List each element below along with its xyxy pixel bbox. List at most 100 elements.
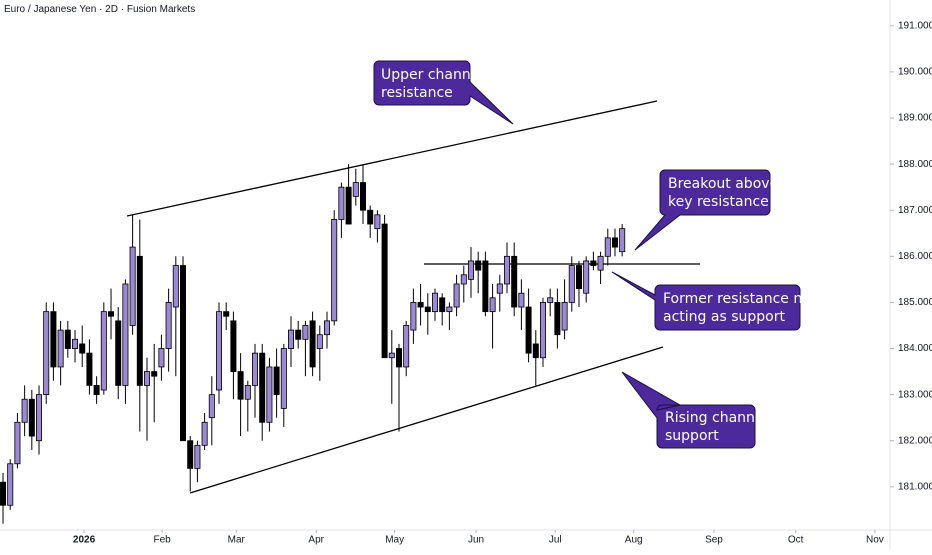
upper-channel-line <box>126 100 658 217</box>
candle-body <box>216 311 223 391</box>
candle-body <box>7 463 14 506</box>
candle-body <box>144 371 151 386</box>
callout-text: Upper channel <box>381 67 483 83</box>
callout-text: support <box>665 428 719 444</box>
candle-body <box>295 329 302 340</box>
candle-body <box>288 329 295 349</box>
x-tick-label: Feb <box>154 535 172 546</box>
candle-body <box>302 325 309 340</box>
candle-body <box>14 421 21 465</box>
candle-body <box>439 297 446 313</box>
y-tick-label: 189.000 <box>898 113 932 124</box>
y-tick-label: 187.000 <box>898 205 932 216</box>
callout-text: key resistance <box>668 194 769 210</box>
candle-body <box>280 348 287 409</box>
x-tick-label: Apr <box>308 535 324 546</box>
candle-body <box>446 306 453 313</box>
candle-body <box>431 292 438 313</box>
candle-body <box>180 265 187 442</box>
candle-body <box>359 182 366 211</box>
candle-body <box>273 366 280 396</box>
candle-body <box>547 297 554 303</box>
candle-body <box>568 265 575 303</box>
candle-body <box>324 320 331 336</box>
candle-body <box>201 421 208 446</box>
callout-box <box>373 60 514 125</box>
y-tick-label: 184.000 <box>898 343 932 354</box>
x-tick-label: May <box>385 535 404 546</box>
candle-body <box>604 237 611 257</box>
candle-body <box>266 366 273 423</box>
candle-body <box>43 311 50 396</box>
candle-body <box>115 320 122 386</box>
candle-body <box>345 186 352 225</box>
y-tick-label: 191.000 <box>898 20 932 31</box>
candle-body <box>338 186 345 220</box>
candle-body <box>467 260 474 280</box>
candle-body <box>100 311 107 391</box>
candle-body <box>395 348 402 368</box>
candle-body <box>122 283 129 386</box>
candle-body <box>129 246 136 326</box>
y-tick-label: 190.000 <box>898 67 932 78</box>
candle-body <box>575 265 582 289</box>
candle-body <box>518 292 525 308</box>
candle-body <box>381 223 388 359</box>
candle-body <box>352 182 359 197</box>
candle-body <box>259 352 266 423</box>
candle-body <box>561 302 568 331</box>
candle-body <box>79 343 86 354</box>
candle-body <box>223 311 230 317</box>
candle-body <box>374 214 381 230</box>
candle-body <box>230 320 237 372</box>
candle-body <box>367 209 374 225</box>
candle-body <box>28 398 35 437</box>
candle-body <box>590 260 597 266</box>
candle-body <box>252 352 259 386</box>
candle-body <box>489 297 496 313</box>
candle-body <box>194 444 201 469</box>
y-tick-label: 186.000 <box>898 251 932 262</box>
y-tick-label: 181.000 <box>898 481 932 492</box>
callout-text: resistance <box>381 85 453 101</box>
candle-body <box>403 325 410 368</box>
callout-text: Former resistance now <box>663 291 822 307</box>
callout-box <box>621 371 756 449</box>
candle-body <box>72 338 79 349</box>
candle-body <box>158 348 165 368</box>
candle-body <box>331 219 338 322</box>
candle-body <box>0 481 7 506</box>
candle-body <box>525 306 532 354</box>
candle-body <box>208 394 215 419</box>
candle-body <box>187 440 194 469</box>
candle-body <box>496 283 503 294</box>
x-tick-label: Nov <box>866 535 884 546</box>
candle-body <box>50 311 57 368</box>
y-tick-label: 188.000 <box>898 159 932 170</box>
y-tick-label: 185.000 <box>898 297 932 308</box>
candles <box>0 164 626 524</box>
callout-box <box>634 169 771 251</box>
candle-body <box>64 329 71 349</box>
candle-body <box>597 255 604 271</box>
candle-body <box>172 265 179 308</box>
candle-body <box>611 237 618 248</box>
candle-body <box>151 371 158 377</box>
x-tick-label: 2026 <box>73 535 96 546</box>
candle-body <box>410 302 417 331</box>
candle-body <box>93 385 100 396</box>
candle-body <box>388 352 395 359</box>
candle-body <box>309 320 316 368</box>
candle-body <box>21 398 28 423</box>
chart-title: Euro / Japanese Yen · 2D · Fusion Market… <box>4 4 195 15</box>
x-tick-label: Sep <box>705 535 723 546</box>
candle-body <box>108 311 115 317</box>
callout-text: acting as support <box>663 309 785 325</box>
candle-body <box>583 260 590 294</box>
callout-text: Rising channel <box>665 410 767 426</box>
candle-body <box>482 260 489 313</box>
candle-body <box>165 302 172 349</box>
callouts <box>373 60 801 449</box>
candle-body <box>86 352 93 386</box>
